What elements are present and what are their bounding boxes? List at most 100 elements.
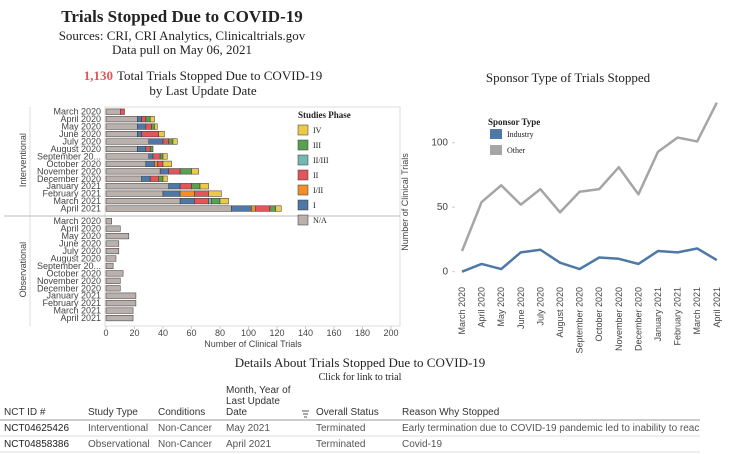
x-tick-label: 200 (383, 328, 398, 338)
bar-segment (168, 138, 174, 145)
bar-segment (162, 175, 168, 182)
table-cell[interactable]: NCT04625426 (4, 423, 70, 434)
y-tick-label: November 2020 (37, 166, 101, 176)
bar-segment (194, 198, 209, 205)
x-tick-label: July 2020 (535, 287, 545, 326)
y-tick-label: October 2020 (46, 159, 101, 169)
legend-label: II/III (313, 156, 329, 165)
bar-segment (148, 153, 154, 160)
x-tick-label: November 2020 (614, 287, 624, 351)
legend-swatch (490, 129, 502, 139)
bar-segment (158, 131, 165, 138)
bar-segment (105, 307, 134, 314)
bar-segment (145, 123, 152, 130)
bar-segment (179, 198, 195, 205)
title-text: Total Trials Stopped Due to COVID-19 (117, 68, 322, 83)
y-tick-label: 50 (437, 202, 449, 213)
y-tick-label: July 2020 (62, 137, 101, 147)
bar-segment (145, 116, 151, 123)
x-tick-label: May 2020 (496, 287, 506, 327)
x-tick-label: September 2020 (575, 287, 585, 354)
x-tick-label: 20 (129, 328, 139, 338)
bar-segment (105, 315, 134, 322)
y-tick-label: October 2020 (46, 268, 101, 278)
legend-swatch (297, 199, 309, 211)
table-cell[interactable]: Terminated (316, 439, 366, 450)
bar-segment (105, 116, 138, 123)
table-cell[interactable]: May 2021 (226, 423, 270, 434)
bar-segment (159, 153, 164, 160)
y-tick-label: August 2020 (50, 253, 101, 263)
bar-segment (105, 255, 117, 262)
legend-title: Sponsor Type (488, 117, 540, 127)
table-cell[interactable]: Terminated (316, 423, 366, 434)
legend-label: Other (507, 146, 526, 155)
x-tick-label: April 2020 (477, 287, 487, 328)
x-tick-label: December 2020 (633, 287, 643, 351)
table-cell[interactable]: NCT04858386 (4, 439, 70, 450)
legend-label: II (313, 171, 319, 180)
x-tick-label: April 2021 (712, 287, 722, 328)
bar-segment (137, 145, 147, 153)
x-tick-label: June 2020 (516, 287, 526, 329)
y-tick-label: July 2020 (62, 246, 101, 256)
table-cell[interactable]: Non-Cancer (158, 423, 212, 434)
bar-segment (168, 183, 181, 190)
table-title: Details About Trials Stopped Due to COVI… (235, 355, 486, 370)
bar-segment (105, 262, 114, 269)
x-tick-label: 180 (355, 328, 370, 338)
chart-title: Sponsor Type of Trials Stopped (486, 70, 651, 85)
x-tick-label: January 2021 (653, 287, 663, 342)
y-tick-label: June 2020 (59, 239, 101, 249)
x-axis-label: Number of Clinical Trials (204, 339, 302, 349)
legend-label: Industry (507, 130, 534, 139)
bar-segment (105, 225, 121, 232)
table-cell[interactable]: Early termination due to COVID-19 pandem… (402, 423, 700, 434)
bar-segment (105, 108, 121, 115)
bar-segment (194, 190, 209, 197)
chart-subtitle: by Last Update Date (149, 83, 256, 98)
column-header: NCT ID # (4, 407, 46, 418)
page-title: Trials Stopped Due to COVID-19 (61, 7, 302, 26)
bar-segment (141, 175, 151, 182)
table-cell[interactable]: Non-Cancer (158, 439, 212, 450)
total-count: 1,130 (84, 68, 113, 83)
y-tick-label: March 2020 (53, 216, 101, 226)
bar-segment (105, 153, 149, 160)
bar-segment (162, 138, 169, 145)
bar-segment (145, 145, 151, 153)
bar-segment (105, 233, 130, 240)
bar-segment (151, 123, 155, 130)
table-subtitle: Click for link to trial (319, 372, 402, 383)
bar-segment (105, 131, 138, 138)
table-cell[interactable]: Interventional (88, 423, 149, 434)
table-cell[interactable]: April 2021 (226, 439, 272, 450)
series-line (460, 102, 718, 252)
legend-title: Studies Phase (298, 110, 351, 120)
sort-icon[interactable] (302, 410, 309, 418)
y-tick-label: January 2021 (46, 181, 101, 191)
table-cell[interactable]: Covid-19 (402, 439, 443, 450)
y-tick-label: April 2020 (60, 114, 101, 124)
bar-segment (211, 198, 221, 205)
series-line (461, 247, 718, 273)
legend-swatch (297, 124, 309, 136)
y-tick-label: 100 (431, 138, 448, 149)
bar-segment (120, 108, 125, 115)
bar-segment (231, 205, 252, 212)
bar-segment (105, 190, 164, 197)
y-tick-label: April 2021 (60, 204, 101, 214)
x-tick-label: 100 (241, 328, 256, 338)
bar-segment (141, 131, 159, 138)
bar-segment (154, 160, 158, 167)
x-tick-label: 140 (298, 328, 313, 338)
x-tick-label: 0 (103, 328, 108, 338)
bar-segment (219, 198, 229, 205)
y-tick-label: August 2020 (50, 144, 101, 154)
legend-label: N/A (313, 216, 327, 225)
bar-segment (168, 168, 181, 175)
bar-segment (199, 183, 209, 190)
bar-segment (105, 183, 169, 190)
table-cell[interactable]: Observational (88, 439, 150, 450)
